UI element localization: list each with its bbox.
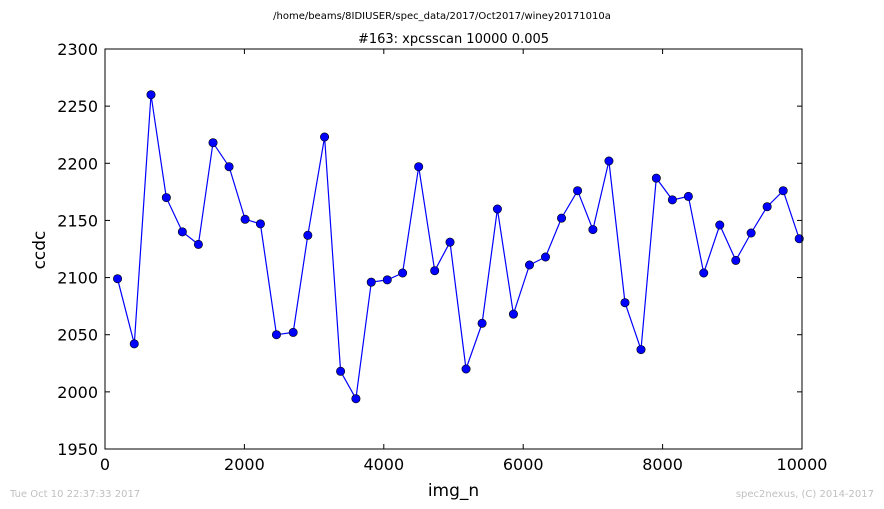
data-point [636, 345, 646, 355]
data-point [193, 239, 203, 249]
data-point [288, 327, 298, 337]
data-point [492, 204, 502, 214]
chart-title: #163: xpcsscan 10000 0.005 [358, 32, 549, 47]
data-point [651, 173, 661, 183]
data-point [336, 366, 346, 376]
data-point [240, 214, 250, 224]
data-point [113, 274, 123, 284]
y-tick-label: 1950 [57, 440, 98, 459]
y-tick-label: 2250 [57, 97, 98, 116]
data-point [588, 225, 598, 235]
plot-area: 0 2000 4000 6000 8000 10000 1950 2000 2050 2100 21… [57, 40, 827, 474]
x-tick-label: 10000 [777, 455, 828, 474]
data-point [794, 234, 804, 244]
data-point [177, 227, 187, 237]
data-point [573, 186, 583, 196]
data-point [762, 202, 772, 212]
data-point [398, 268, 408, 278]
data-point [524, 260, 534, 270]
footer-timestamp: Tue Oct 10 22:37:33 2017 [10, 489, 141, 500]
data-point [477, 318, 487, 328]
data-point [461, 364, 471, 374]
data-point [161, 193, 171, 203]
y-tick-label: 2150 [57, 211, 98, 230]
x-tick-label: 8000 [642, 455, 683, 474]
data-point [731, 255, 741, 265]
data-point [271, 330, 281, 340]
data-point [557, 213, 567, 223]
data-point [129, 339, 139, 349]
data-point [208, 138, 218, 148]
y-tick-label: 2100 [57, 269, 98, 288]
data-point [541, 252, 551, 262]
data-point [683, 191, 693, 201]
data-point [715, 220, 725, 230]
y-tick-label: 2050 [57, 326, 98, 345]
series-line [116, 94, 800, 401]
data-point [604, 156, 614, 166]
data-point [508, 309, 518, 319]
x-tick-label: 0 [100, 455, 110, 474]
data-point [224, 162, 234, 172]
x-axis-label: img_n [428, 481, 479, 501]
x-tick-label: 6000 [503, 455, 544, 474]
data-point [746, 228, 756, 238]
data-point [430, 266, 440, 276]
data-point [699, 268, 709, 278]
data-point [146, 90, 156, 100]
y-tick-label: 2200 [57, 154, 98, 173]
data-point [303, 230, 313, 240]
data-point [778, 186, 788, 196]
x-tick-label: 4000 [363, 455, 404, 474]
footer-credit: spec2nexus, (C) 2014-2017 [735, 489, 874, 500]
data-point [445, 237, 455, 247]
data-point [366, 277, 376, 287]
data-point [320, 132, 330, 142]
data-point [382, 275, 392, 285]
y-tick-label: 2300 [57, 40, 98, 59]
y-tick-label: 2000 [57, 383, 98, 402]
plot-frame [104, 48, 803, 450]
data-point [667, 195, 677, 205]
y-axis-label: ccdc [30, 231, 50, 270]
data-point [414, 162, 424, 172]
chart-suptitle: /home/beams/8IDIUSER/spec_data/2017/Oct2… [273, 11, 611, 22]
data-point [255, 219, 265, 229]
data-point [620, 298, 630, 308]
x-tick-label: 2000 [224, 455, 265, 474]
data-point [351, 394, 361, 404]
